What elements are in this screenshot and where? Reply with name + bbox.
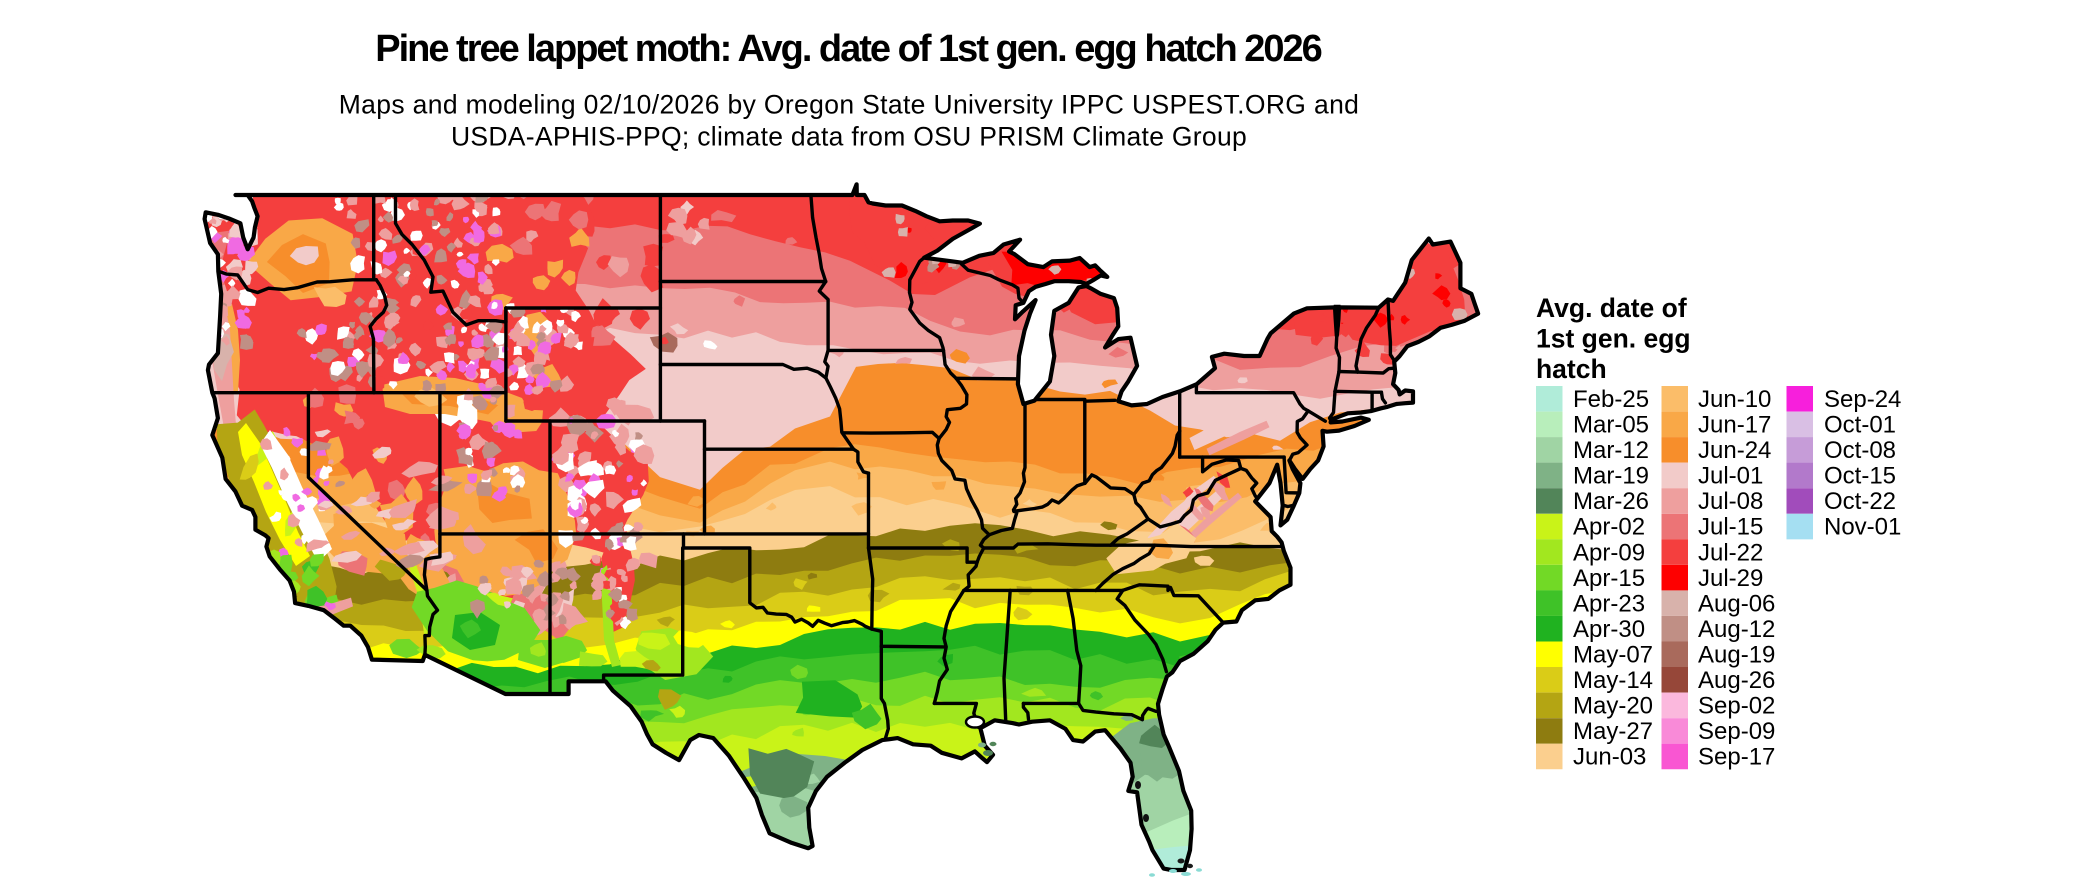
- svg-text:Aug-19: Aug-19: [1698, 642, 1775, 669]
- svg-text:Avg. date of: Avg. date of: [1536, 293, 1687, 323]
- svg-text:Feb-25: Feb-25: [1573, 386, 1649, 413]
- svg-text:Jun-10: Jun-10: [1698, 386, 1771, 413]
- svg-text:Jun-24: Jun-24: [1698, 437, 1771, 464]
- svg-text:Mar-12: Mar-12: [1573, 437, 1649, 464]
- svg-text:May-07: May-07: [1573, 642, 1653, 669]
- svg-text:Sep-09: Sep-09: [1698, 718, 1775, 745]
- svg-text:Jul-22: Jul-22: [1698, 539, 1763, 566]
- svg-text:Jul-01: Jul-01: [1698, 463, 1763, 490]
- svg-text:Apr-23: Apr-23: [1573, 590, 1645, 617]
- svg-text:Sep-24: Sep-24: [1824, 386, 1901, 413]
- svg-text:Pine tree lappet moth: Avg. da: Pine tree lappet moth: Avg. date of 1st …: [375, 28, 1321, 70]
- svg-text:Jun-03: Jun-03: [1573, 744, 1646, 771]
- svg-text:Sep-17: Sep-17: [1698, 744, 1775, 771]
- svg-text:May-14: May-14: [1573, 667, 1653, 694]
- svg-text:Oct-08: Oct-08: [1824, 437, 1896, 464]
- svg-text:Mar-05: Mar-05: [1573, 412, 1649, 439]
- svg-text:Jul-08: Jul-08: [1698, 488, 1763, 515]
- svg-text:Jun-17: Jun-17: [1698, 412, 1771, 439]
- svg-text:Mar-26: Mar-26: [1573, 488, 1649, 515]
- svg-text:Oct-01: Oct-01: [1824, 412, 1896, 439]
- svg-text:Apr-02: Apr-02: [1573, 514, 1645, 541]
- svg-text:Aug-26: Aug-26: [1698, 667, 1775, 694]
- svg-text:Apr-09: Apr-09: [1573, 539, 1645, 566]
- svg-text:USDA-APHIS-PPQ; climate data f: USDA-APHIS-PPQ; climate data from OSU PR…: [451, 122, 1247, 152]
- svg-text:Sep-02: Sep-02: [1698, 693, 1775, 720]
- svg-text:Oct-15: Oct-15: [1824, 463, 1896, 490]
- svg-text:Apr-15: Apr-15: [1573, 565, 1645, 592]
- svg-text:1st gen. egg: 1st gen. egg: [1536, 324, 1691, 354]
- svg-text:Nov-01: Nov-01: [1824, 514, 1901, 541]
- svg-text:Maps and modeling 02/10/2026 b: Maps and modeling 02/10/2026 by Oregon S…: [339, 90, 1360, 120]
- svg-text:Aug-12: Aug-12: [1698, 616, 1775, 643]
- svg-text:hatch: hatch: [1536, 354, 1607, 384]
- svg-text:Jul-15: Jul-15: [1698, 514, 1763, 541]
- svg-text:May-20: May-20: [1573, 693, 1653, 720]
- svg-text:May-27: May-27: [1573, 718, 1653, 745]
- svg-text:Aug-06: Aug-06: [1698, 590, 1775, 617]
- svg-text:Oct-22: Oct-22: [1824, 488, 1896, 515]
- svg-text:Apr-30: Apr-30: [1573, 616, 1645, 643]
- svg-text:Mar-19: Mar-19: [1573, 463, 1649, 490]
- svg-text:Jul-29: Jul-29: [1698, 565, 1763, 592]
